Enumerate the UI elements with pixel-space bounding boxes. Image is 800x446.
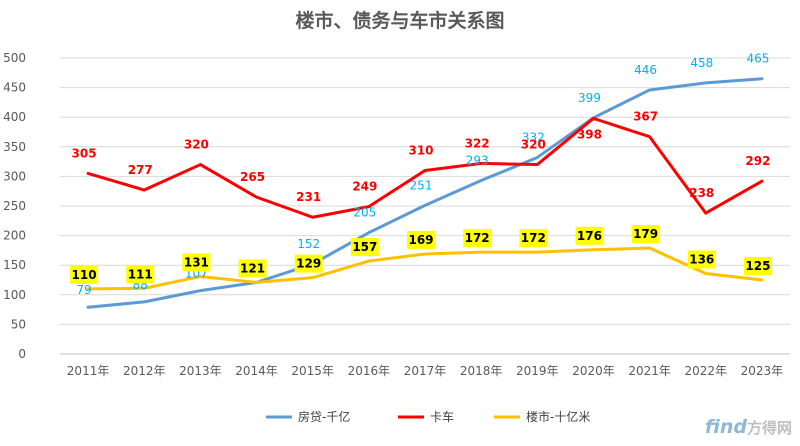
x-tick-label: 2011年 [67,364,110,378]
data-label: 231 [296,190,321,204]
y-tick-label: 150 [3,258,26,272]
x-axis-ticks: 2011年 2012年 2013年 2014年 2015年 2016年 2017年 2018年… [67,364,783,378]
data-label: 446 [634,63,657,77]
data-label: 125 [745,259,770,273]
x-tick-label: 2016年 [348,364,391,378]
x-tick-label: 2022年 [684,364,727,378]
series-line [88,118,762,217]
data-label: 152 [297,237,320,251]
data-label: 465 [746,52,769,66]
y-tick-label: 0 [18,347,26,361]
data-label: 292 [745,154,770,168]
watermark-latin: find [705,416,747,438]
y-tick-label: 300 [3,169,26,183]
data-label: 367 [633,110,658,124]
data-label: 251 [410,178,433,192]
data-label: 136 [689,252,714,266]
data-label: 238 [689,186,714,200]
data-label: 305 [72,146,97,160]
data-label: 310 [408,143,433,157]
data-label: 322 [465,136,490,150]
legend-label: 房贷-千亿 [298,409,350,424]
y-tick-label: 250 [3,199,26,213]
data-label: 398 [577,127,602,141]
data-label: 169 [408,233,433,247]
data-label: 458 [690,56,713,70]
data-label: 79 [76,283,91,297]
y-tick-label: 200 [3,229,26,243]
data-label: 399 [578,91,601,105]
data-label: 110 [72,268,97,282]
data-label: 172 [465,231,490,245]
data-label: 121 [240,261,265,275]
data-label: 179 [633,227,658,241]
data-label: 320 [521,138,546,152]
data-label: 131 [184,255,209,269]
x-tick-label: 2019年 [516,364,559,378]
data-label: 265 [240,170,265,184]
x-tick-label: 2021年 [628,364,671,378]
x-tick-label: 2012年 [123,364,166,378]
data-label: 205 [353,206,376,220]
x-tick-label: 2014年 [235,364,278,378]
data-label: 111 [128,267,153,281]
watermark-logo: find方得网 [705,416,792,438]
x-tick-label: 2023年 [741,364,784,378]
data-label: 277 [128,163,153,177]
data-label: 293 [466,154,489,168]
y-tick-label: 500 [3,51,26,65]
legend-label: 楼市-十亿米 [526,409,590,424]
y-tick-label: 100 [3,288,26,302]
x-tick-label: 2015年 [291,364,334,378]
data-label: 157 [352,240,377,254]
data-label: 320 [184,138,209,152]
y-axis-ticks: 0 50 100 150 200 250 300 350 400 450 500 [3,51,26,361]
y-tick-label: 50 [11,317,26,331]
watermark-cn: 方得网 [747,419,792,437]
legend-label: 卡车 [430,409,454,424]
data-label: 172 [521,231,546,245]
x-tick-label: 2017年 [404,364,447,378]
x-tick-label: 2018年 [460,364,503,378]
y-tick-label: 400 [3,110,26,124]
x-tick-label: 2013年 [179,364,222,378]
legend: 房贷-千亿 卡车 楼市-十亿米 [266,409,590,424]
x-tick-label: 2020年 [572,364,615,378]
data-label: 129 [296,257,321,271]
y-tick-label: 450 [3,81,26,95]
chart-title: 楼市、债务与车市关系图 [295,9,504,32]
y-tick-label: 350 [3,140,26,154]
data-label: 176 [577,229,602,243]
data-label: 249 [352,180,377,194]
